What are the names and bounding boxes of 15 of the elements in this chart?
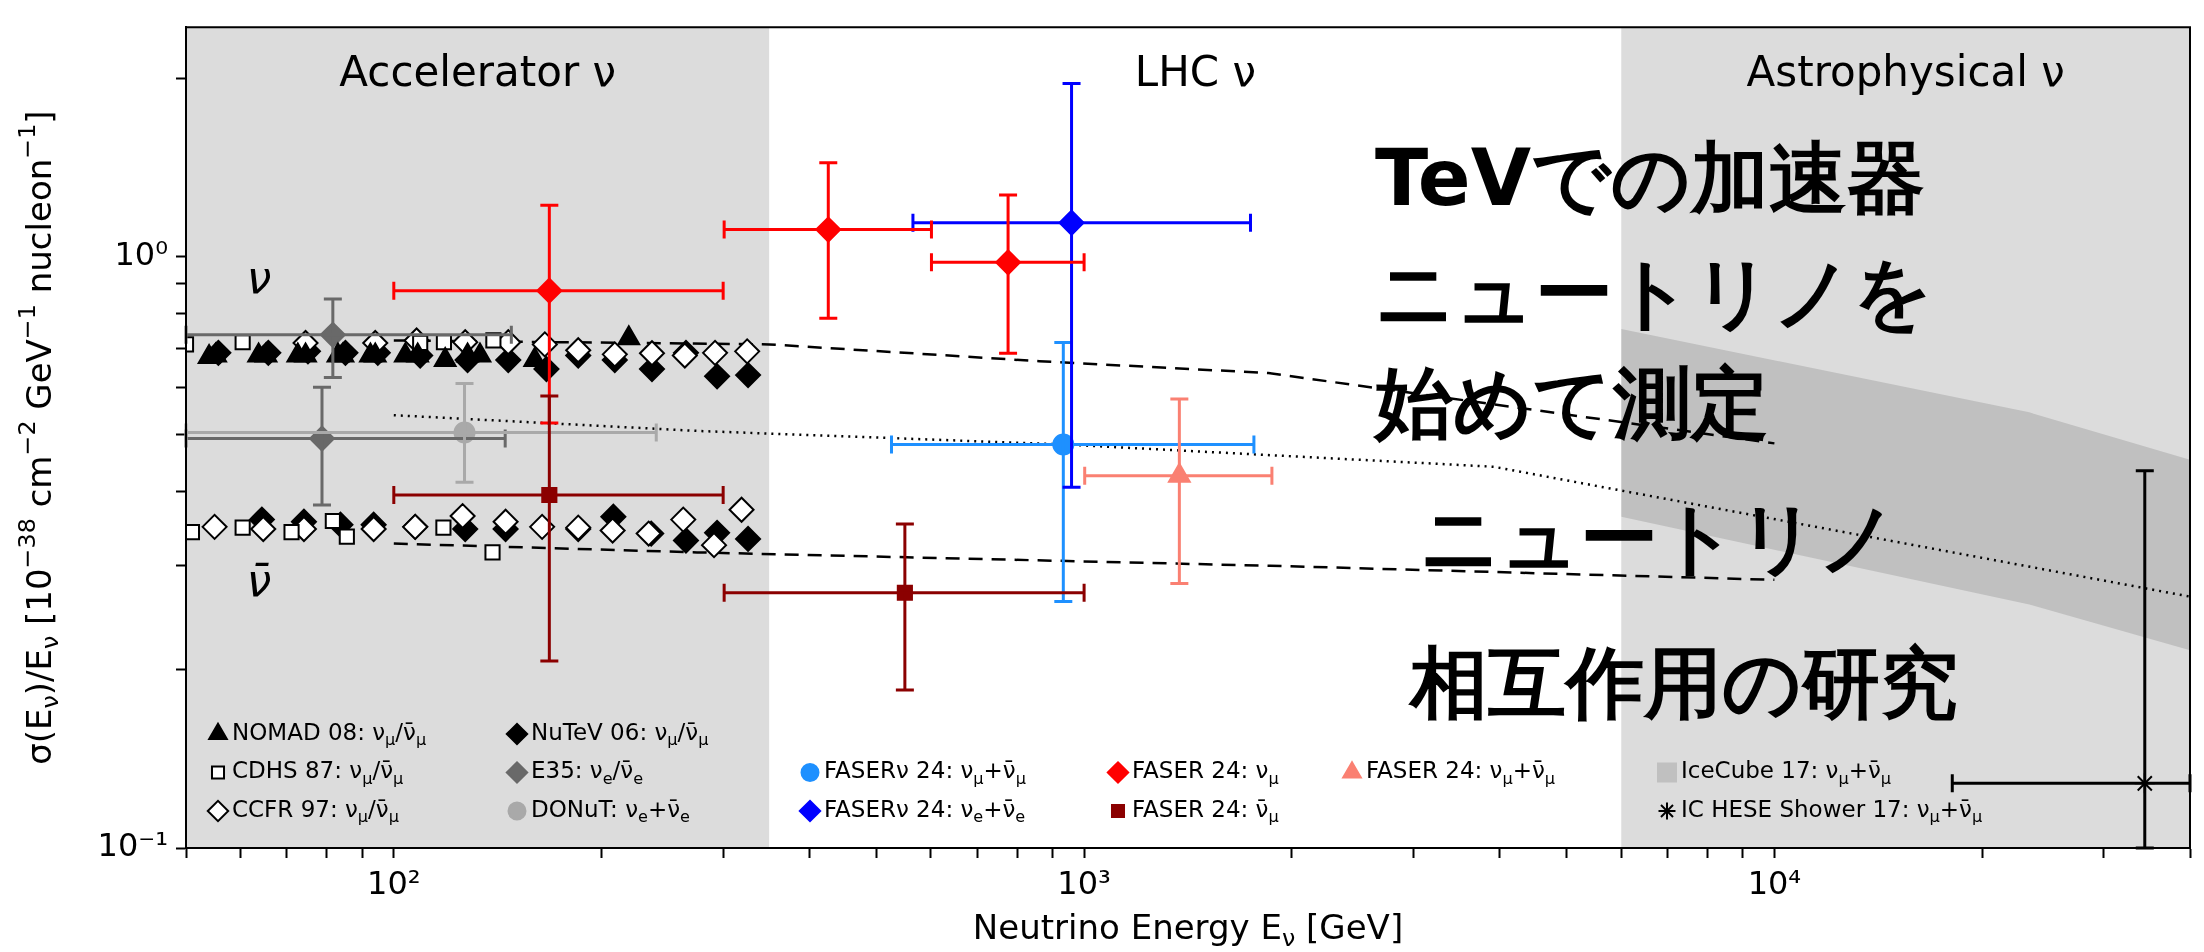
y-tick-label: 10⁻¹	[97, 826, 168, 865]
band-label: Accelerator ν	[339, 47, 617, 97]
band-label: Astrophysical ν	[1746, 47, 2065, 97]
x-tick-label: 10³	[1057, 863, 1111, 902]
text: σ(Eν)/Eν [10−38 cm−2 GeV−1 nucleon−1]	[12, 110, 65, 765]
annotation: ν	[246, 252, 272, 304]
x-tick-label: 10²	[367, 863, 421, 902]
annotation: ニュートリノを	[1375, 248, 1933, 339]
y-tick-label: 10⁰	[114, 234, 168, 273]
annotation: ニュートリノ	[1420, 493, 1898, 584]
annotation: TeVでの加速器	[1375, 133, 1926, 224]
annotation: 相互作用の研究	[1408, 638, 1958, 729]
band-label: LHC ν	[1134, 47, 1256, 97]
annotation: ν̄	[246, 555, 272, 607]
x-tick-label: 10⁴	[1747, 863, 1802, 902]
